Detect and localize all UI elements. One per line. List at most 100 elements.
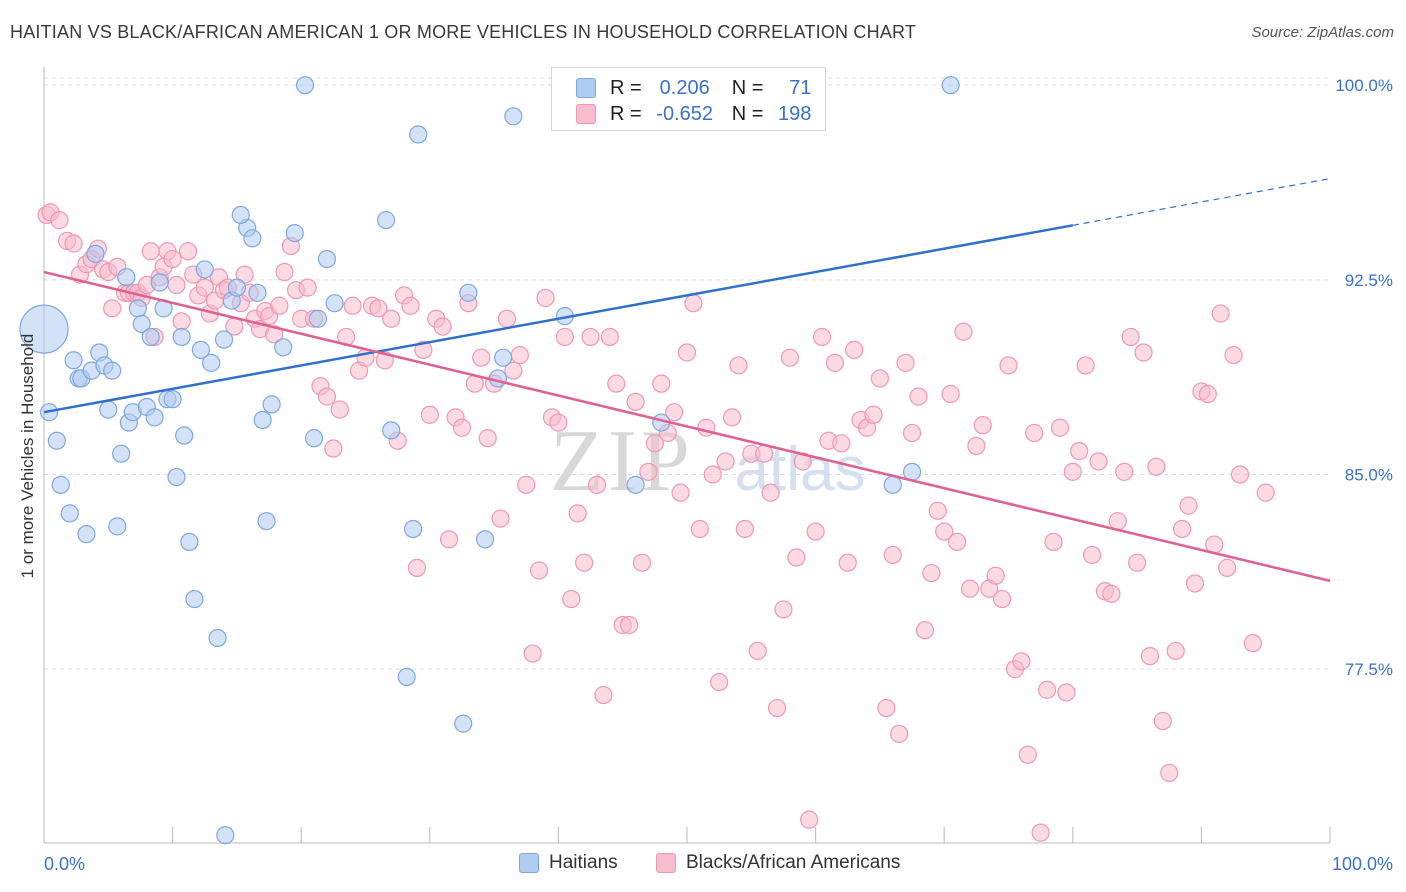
point-black [549, 413, 568, 432]
legend-item-black: Blacks/African Americans [656, 852, 900, 874]
point-black [780, 348, 799, 367]
point-black [517, 475, 536, 494]
point-black [1121, 327, 1140, 347]
point-haitian [103, 361, 122, 380]
trend-line-haitian [43, 224, 1074, 414]
point-haitian [454, 714, 473, 733]
point-black [800, 810, 819, 829]
point-black [265, 325, 284, 344]
point-black [767, 698, 787, 718]
point-black [195, 278, 214, 297]
y-tick-label: 77.5% [1345, 660, 1393, 679]
point-black [1160, 763, 1179, 783]
point-haitian [459, 283, 478, 302]
legend-n-value-haitian: 71 [789, 76, 812, 99]
point-black [504, 361, 523, 380]
point-black [1076, 356, 1095, 375]
legend-r-value-black: -0.652 [656, 102, 714, 125]
point-haitian [214, 330, 234, 349]
point-black [530, 561, 549, 580]
point-black [1089, 452, 1108, 471]
point-haitian [626, 475, 645, 494]
point-haitian [409, 125, 428, 144]
point-haitian [253, 410, 272, 430]
point-haitian [376, 211, 396, 230]
point-black [812, 327, 832, 347]
point-black [587, 475, 607, 494]
point-haitian [60, 504, 79, 523]
point-black [1050, 418, 1070, 437]
point-haitian [145, 408, 164, 427]
point-haitian [397, 667, 416, 686]
point-black [1082, 545, 1102, 565]
point-black [1108, 512, 1127, 531]
point-black [1166, 641, 1185, 661]
point-black [317, 387, 337, 406]
point-black [407, 558, 427, 577]
point-haitian [112, 444, 131, 463]
legend-r-label: R = [610, 102, 642, 125]
point-black [684, 294, 703, 313]
point-black [806, 522, 825, 541]
point-black [671, 483, 690, 502]
point-black [735, 519, 754, 539]
point-black [1025, 423, 1044, 443]
point-haitian [117, 268, 136, 287]
point-black [414, 340, 433, 359]
x-tick-label-max: 100.0% [1332, 854, 1393, 874]
legend-n-label: N = [731, 76, 764, 99]
point-black [774, 600, 793, 619]
y-axis-label: 1 or more Vehicles in Household [18, 334, 37, 579]
point-black [992, 589, 1012, 609]
point-haitian [180, 532, 199, 552]
point-black [1134, 343, 1153, 362]
point-black [639, 462, 658, 481]
point-haitian [216, 826, 235, 845]
point-haitian [317, 249, 337, 269]
point-black [838, 553, 857, 572]
point-black [523, 644, 542, 663]
point-black [864, 405, 883, 424]
legend-label-haitians: Haitians [549, 852, 618, 873]
tick-labels: 100.0% 92.5% 85.0% 77.5% 0.0% 100.0% [44, 76, 1393, 874]
point-black [1179, 496, 1198, 515]
point-black [439, 530, 459, 549]
point-haitian [202, 353, 221, 372]
point-black [947, 532, 967, 552]
point-black [568, 504, 587, 523]
point-black [722, 408, 742, 427]
trend-lines [43, 178, 1331, 583]
point-black [755, 444, 774, 463]
point-black [1115, 462, 1134, 481]
axes [43, 67, 1331, 844]
point-haitian [51, 475, 70, 494]
point-black [478, 429, 497, 448]
point-black [420, 405, 439, 424]
point-black [890, 724, 909, 744]
point-black [960, 579, 980, 598]
legend-r-value-haitian: 0.206 [659, 76, 710, 99]
point-haitian [304, 429, 324, 448]
legend-swatch-haitians [519, 853, 539, 873]
point-black [1198, 384, 1217, 404]
point-black [973, 416, 992, 435]
point-black [1037, 680, 1057, 699]
point-black [1185, 574, 1205, 593]
point-black [1057, 683, 1076, 702]
point-black [575, 553, 594, 572]
point-haitian [883, 475, 902, 494]
point-haitian [308, 309, 328, 328]
point-black [787, 548, 806, 567]
point-black [555, 327, 574, 347]
point-haitian [504, 107, 523, 126]
y-tick-label: 92.5% [1345, 271, 1393, 290]
point-black [594, 685, 613, 705]
point-black [716, 452, 735, 471]
point-black [870, 369, 890, 388]
point-black [1018, 745, 1037, 764]
point-haitian [243, 229, 262, 248]
point-black [845, 340, 864, 359]
point-black [1070, 442, 1089, 461]
point-haitian [86, 244, 105, 263]
legend-swatch-black [656, 853, 676, 873]
